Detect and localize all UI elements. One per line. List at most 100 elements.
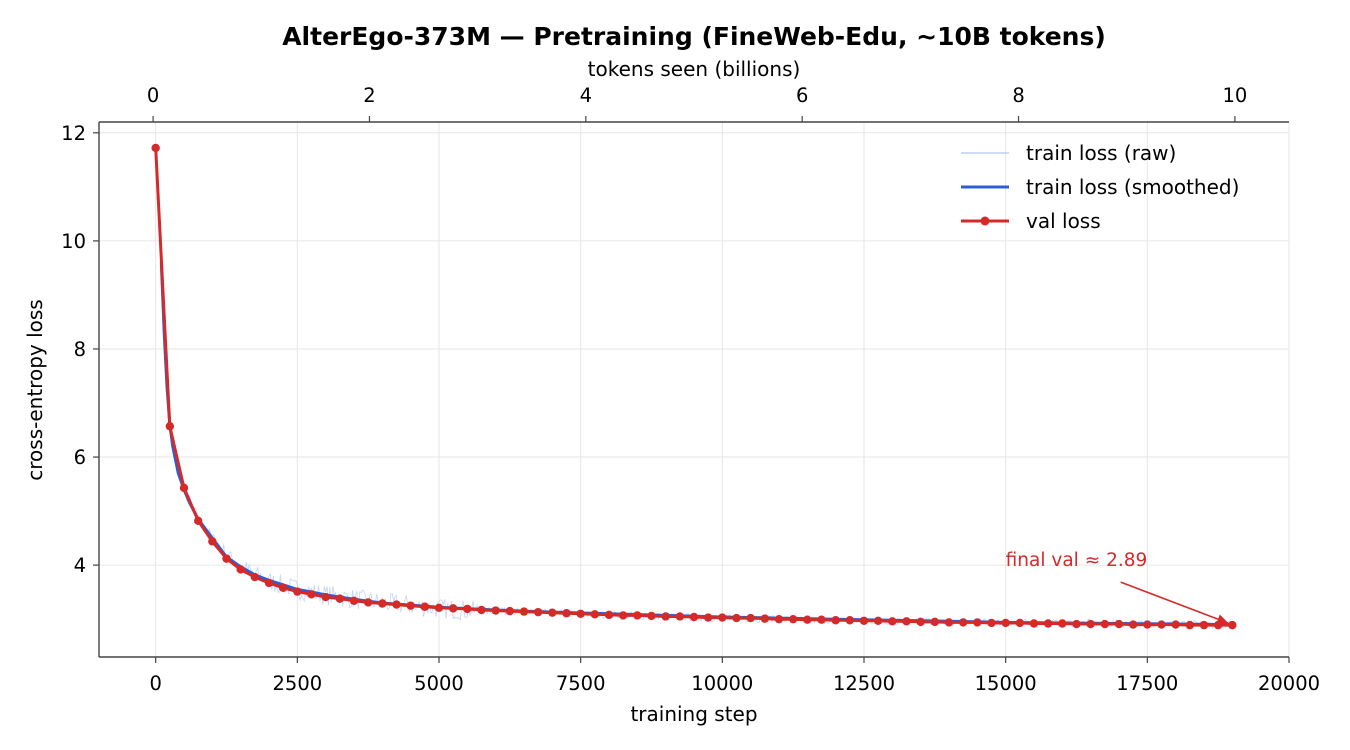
x-tick-label: 15000 bbox=[975, 672, 1037, 695]
val-loss-point bbox=[562, 609, 571, 618]
y-tick-label: 10 bbox=[61, 230, 86, 253]
x-axis-ticks: 0 2500 5000 7500 10000 12500 15000 17500 20000 bbox=[149, 657, 1320, 695]
val-loss-point bbox=[250, 572, 260, 582]
annotation-arrowhead bbox=[1216, 614, 1229, 624]
val-loss-point bbox=[1185, 620, 1195, 630]
x-tick-label: 2500 bbox=[273, 672, 323, 695]
top-axis-label: tokens seen (billions) bbox=[588, 57, 801, 81]
val-loss-point bbox=[973, 618, 982, 627]
val-loss-point bbox=[165, 422, 175, 431]
val-loss-point bbox=[1029, 619, 1039, 628]
val-loss-point bbox=[519, 607, 529, 616]
val-loss-point bbox=[873, 616, 883, 625]
val-loss-point bbox=[633, 611, 642, 620]
top-axis-ticks: 0 2 4 6 8 10 bbox=[147, 84, 1247, 122]
val-loss-point bbox=[1171, 620, 1180, 629]
legend-raw-label: train loss (raw) bbox=[1026, 141, 1176, 165]
val-loss-point bbox=[1199, 620, 1209, 630]
val-loss-point bbox=[859, 616, 869, 625]
x-tick-label: 17500 bbox=[1116, 672, 1178, 695]
val-loss-point bbox=[278, 583, 288, 593]
val-loss-point bbox=[675, 612, 685, 621]
val-loss-point bbox=[448, 604, 458, 613]
x-tick-label: 0 bbox=[149, 672, 161, 695]
val-loss-point bbox=[1157, 620, 1166, 629]
val-loss-point bbox=[774, 614, 784, 624]
val-loss-point bbox=[349, 596, 359, 605]
x-axis-label: training step bbox=[630, 702, 757, 726]
val-loss-point bbox=[916, 617, 925, 627]
val-loss-point bbox=[491, 606, 500, 615]
val-loss-point bbox=[222, 554, 231, 563]
val-loss-point bbox=[902, 617, 911, 626]
val-loss-point bbox=[264, 578, 274, 588]
val-loss-point bbox=[831, 616, 840, 625]
val-loss-point bbox=[1228, 620, 1237, 630]
axes bbox=[98, 121, 1289, 658]
val-loss-point bbox=[1058, 619, 1067, 628]
val-loss-point bbox=[590, 610, 600, 619]
val-loss-point bbox=[208, 537, 217, 546]
val-loss-point bbox=[718, 613, 727, 622]
top-tick-label: 4 bbox=[580, 84, 592, 107]
val-loss-point bbox=[1043, 619, 1053, 628]
val-loss-point bbox=[406, 601, 415, 610]
val-loss-point bbox=[1100, 619, 1110, 629]
val-loss-point bbox=[392, 600, 401, 609]
val-loss-point bbox=[179, 483, 189, 493]
val-loss-point bbox=[463, 604, 472, 614]
val-loss-point bbox=[363, 598, 373, 607]
val-loss-point bbox=[661, 612, 670, 621]
val-loss-point bbox=[1015, 618, 1025, 628]
val-loss-point bbox=[321, 592, 330, 602]
val-loss-point bbox=[647, 611, 656, 621]
x-tick-label: 12500 bbox=[833, 672, 895, 695]
val-loss-point bbox=[1072, 619, 1081, 629]
val-loss-point bbox=[576, 609, 585, 618]
x-tick-label: 5000 bbox=[414, 672, 464, 695]
val-loss-point bbox=[732, 613, 741, 623]
val-loss-point bbox=[378, 599, 387, 608]
val-loss-point bbox=[1086, 619, 1095, 629]
legend-smoothed-label: train loss (smoothed) bbox=[1026, 175, 1239, 199]
val-loss-point bbox=[505, 606, 515, 616]
val-loss-point bbox=[307, 590, 316, 599]
val-loss-point bbox=[335, 594, 345, 603]
val-loss-point bbox=[434, 603, 444, 613]
val-loss-point bbox=[293, 587, 302, 596]
val-loss-point bbox=[548, 608, 557, 617]
val-loss-point bbox=[944, 618, 954, 627]
annotation-text: final val ≈ 2.89 bbox=[1006, 550, 1148, 571]
val-loss-point bbox=[1114, 619, 1124, 629]
legend-val-marker bbox=[980, 216, 990, 226]
x-tick-label: 10000 bbox=[691, 672, 753, 695]
y-axis-ticks: 4 6 8 10 12 bbox=[61, 122, 99, 577]
legend-val-label: val loss bbox=[1026, 209, 1101, 233]
top-tick-label: 0 bbox=[147, 84, 159, 107]
val-loss-point bbox=[760, 614, 770, 623]
val-loss-point bbox=[236, 565, 245, 574]
val-loss-point bbox=[151, 143, 160, 153]
top-tick-label: 8 bbox=[1012, 84, 1024, 107]
top-tick-label: 6 bbox=[796, 84, 808, 107]
top-tick-label: 10 bbox=[1222, 84, 1247, 107]
val-loss-point bbox=[618, 611, 628, 620]
val-loss-point bbox=[845, 616, 855, 625]
val-loss-point bbox=[703, 613, 713, 622]
chart-title: AlterEgo-373M — Pretraining (FineWeb-Edu… bbox=[282, 22, 1106, 51]
val-loss-point bbox=[420, 602, 430, 611]
val-loss-point bbox=[746, 613, 755, 623]
y-tick-label: 8 bbox=[74, 338, 86, 361]
val-loss-point bbox=[888, 617, 897, 626]
val-loss-point bbox=[1001, 618, 1010, 628]
y-tick-label: 12 bbox=[61, 122, 86, 145]
legend: train loss (raw) train loss (smoothed) v… bbox=[961, 141, 1239, 233]
val-loss-point bbox=[930, 617, 940, 627]
grid bbox=[99, 122, 1290, 657]
val-loss-point bbox=[987, 618, 996, 628]
val-loss-point bbox=[958, 618, 968, 627]
val-loss-point bbox=[604, 610, 614, 620]
val-loss-point bbox=[1128, 620, 1138, 629]
